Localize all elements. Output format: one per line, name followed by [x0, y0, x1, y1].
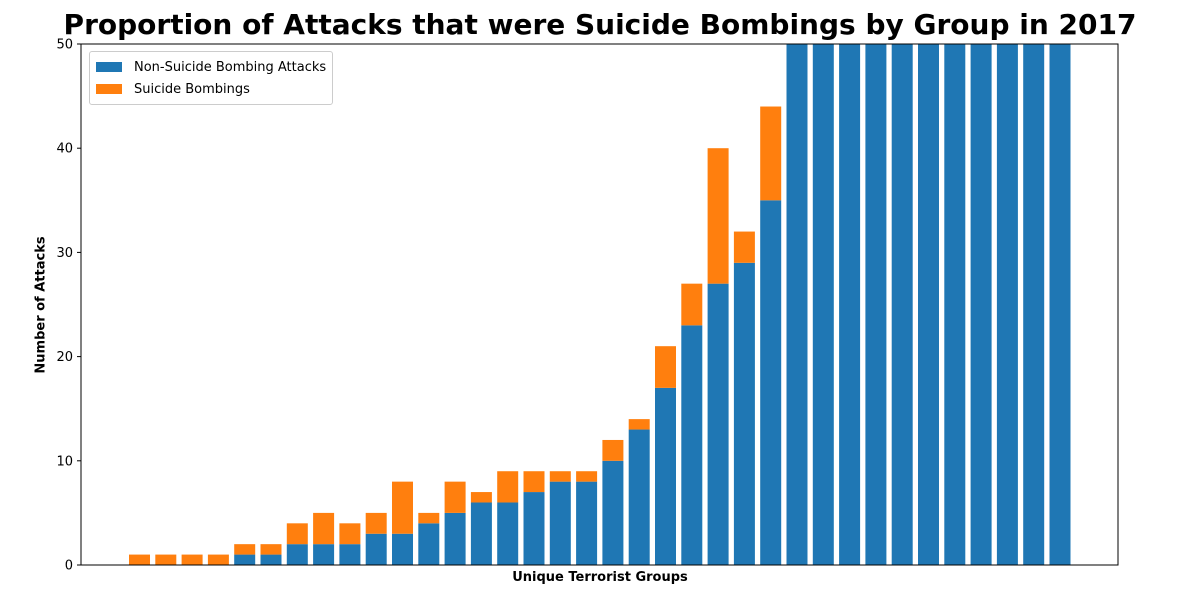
chart-title: Proportion of Attacks that were Suicide … — [63, 8, 1137, 41]
legend-swatch-non-suicide — [96, 62, 122, 72]
bar-non-suicide-29 — [865, 44, 887, 565]
bar-non-suicide-30 — [891, 44, 913, 565]
y-tick-label-0: 0 — [65, 559, 73, 574]
bar-non-suicide-20 — [628, 429, 650, 565]
bar-suicide-6 — [260, 544, 282, 555]
bar-suicide-15 — [497, 471, 519, 503]
bar-non-suicide-21 — [655, 387, 676, 565]
bar-suicide-2 — [155, 554, 177, 565]
x-axis-label: Unique Terrorist Groups — [512, 570, 688, 585]
bar-suicide-17 — [549, 471, 571, 482]
bar-non-suicide-5 — [234, 554, 256, 565]
bar-non-suicide-16 — [523, 492, 545, 565]
bar-non-suicide-15 — [497, 502, 519, 565]
bar-non-suicide-34 — [996, 44, 1018, 565]
bar-non-suicide-31 — [918, 44, 939, 565]
bar-suicide-14 — [470, 492, 492, 503]
legend-entry-non-suicide: Non-Suicide Bombing Attacks — [96, 56, 326, 78]
bar-non-suicide-32 — [944, 44, 966, 565]
legend-label-non-suicide: Non-Suicide Bombing Attacks — [134, 59, 327, 75]
bar-suicide-9 — [339, 523, 361, 545]
plot-frame — [80, 43, 1119, 566]
bar-suicide-23 — [707, 148, 729, 284]
bar-non-suicide-9 — [339, 544, 361, 565]
bar-non-suicide-23 — [707, 283, 729, 565]
bar-non-suicide-26 — [786, 44, 808, 565]
bar-suicide-19 — [602, 439, 624, 461]
bar-non-suicide-19 — [602, 460, 624, 565]
bar-suicide-21 — [655, 346, 676, 388]
bar-non-suicide-14 — [470, 502, 492, 565]
bar-suicide-3 — [181, 554, 203, 565]
bar-suicide-18 — [576, 471, 598, 482]
y-tick-label-10: 10 — [56, 454, 73, 469]
legend-entry-suicide: Suicide Bombings — [96, 78, 326, 100]
y-tick-label-50: 50 — [56, 38, 73, 53]
legend-swatch-suicide — [96, 84, 122, 94]
y-tick-label-30: 30 — [56, 246, 73, 261]
bar-suicide-24 — [733, 231, 755, 263]
bar-non-suicide-35 — [1023, 44, 1045, 565]
bar-non-suicide-18 — [576, 481, 598, 565]
bar-non-suicide-6 — [260, 554, 282, 565]
bar-non-suicide-25 — [760, 200, 782, 565]
y-tick-label-40: 40 — [56, 142, 73, 157]
bar-suicide-4 — [207, 554, 229, 565]
bar-non-suicide-8 — [313, 544, 335, 565]
bar-suicide-11 — [392, 481, 413, 534]
bar-suicide-5 — [234, 544, 256, 555]
bar-suicide-13 — [444, 481, 466, 513]
bar-non-suicide-36 — [1049, 44, 1071, 565]
bar-suicide-12 — [418, 512, 440, 524]
y-axis-label: Number of Attacks — [33, 236, 49, 374]
legend: Non-Suicide Bombing Attacks Suicide Bomb… — [89, 51, 334, 105]
bar-suicide-22 — [681, 283, 703, 326]
bar-non-suicide-11 — [392, 533, 413, 565]
bar-suicide-10 — [365, 512, 387, 534]
y-tick-label-20: 20 — [56, 350, 73, 365]
bar-suicide-20 — [628, 419, 650, 430]
bar-non-suicide-7 — [286, 544, 308, 565]
bar-non-suicide-33 — [970, 44, 992, 565]
axes-layer: 0 10 20 30 40 50 — [56, 38, 1119, 574]
bar-suicide-25 — [760, 106, 782, 201]
bar-non-suicide-28 — [839, 44, 861, 565]
legend-label-suicide: Suicide Bombings — [134, 81, 250, 97]
bars-layer — [129, 44, 1071, 565]
bar-suicide-7 — [286, 523, 308, 545]
bar-suicide-16 — [523, 471, 545, 493]
bar-non-suicide-24 — [733, 262, 755, 565]
bar-non-suicide-22 — [681, 325, 703, 565]
bar-non-suicide-10 — [365, 533, 387, 565]
bar-suicide-1 — [129, 554, 150, 565]
bar-non-suicide-13 — [444, 512, 466, 565]
bar-non-suicide-17 — [549, 481, 571, 565]
bar-non-suicide-27 — [812, 44, 834, 565]
bar-suicide-8 — [313, 512, 335, 545]
bar-non-suicide-12 — [418, 523, 440, 565]
